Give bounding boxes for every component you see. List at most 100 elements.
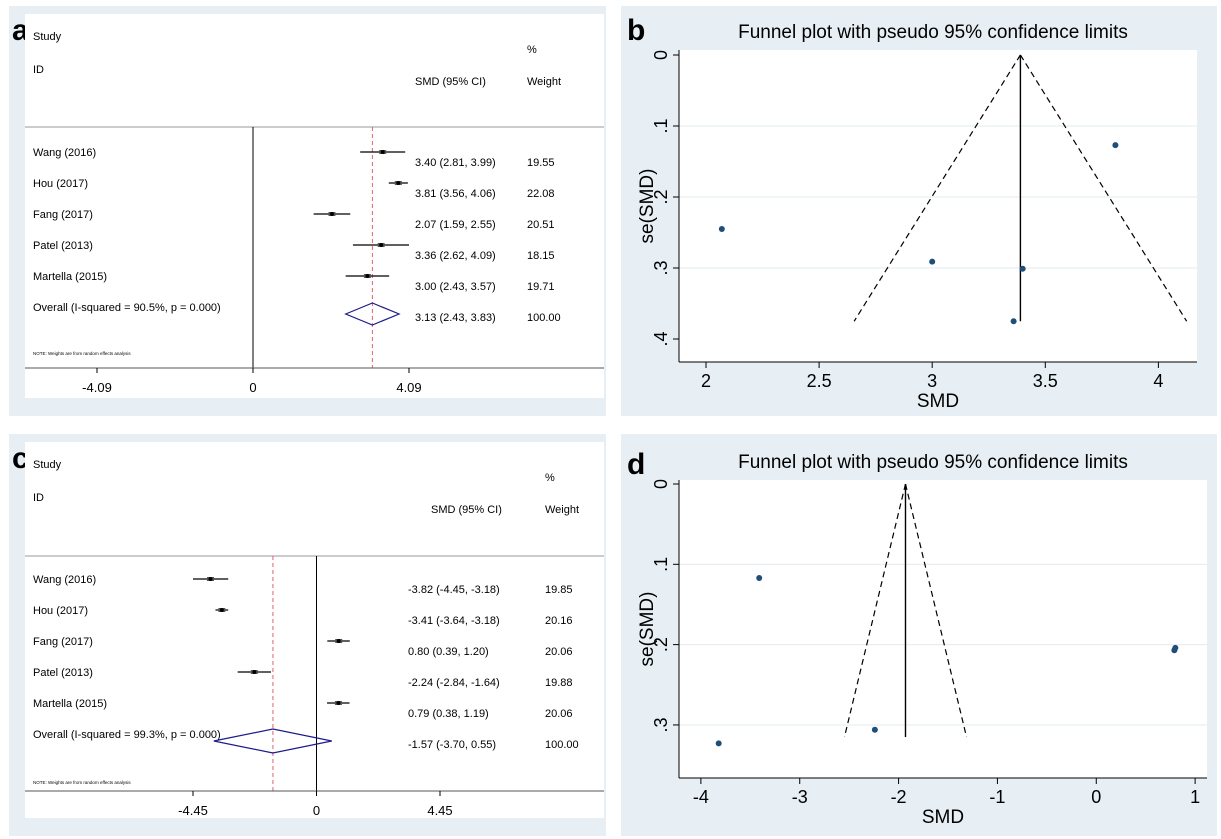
study-point [336, 639, 341, 643]
study-id: Fang (2017) [33, 209, 93, 221]
study-id: Fang (2017) [33, 636, 93, 648]
study-ci-text: 3.00 (2.43, 3.57) [415, 281, 496, 293]
x-tick-label: 3.5 [1033, 371, 1058, 391]
x-tick-label: 4.09 [396, 380, 421, 395]
study-point [1112, 142, 1119, 149]
upper-confidence-limit [1019, 54, 1188, 322]
header-study: Study [33, 459, 62, 471]
study-id: Wang (2016) [33, 574, 96, 586]
x-tick-label: -4.09 [82, 380, 112, 395]
panel-d: d Funnel plot with pseudo 95% confidence… [621, 434, 1217, 836]
x-tick-label: -4.45 [178, 803, 208, 818]
panel-label-b: b [627, 14, 646, 47]
overall-diamond [213, 728, 332, 754]
forest-plot-c: Study ID SMD (95% CI)% Weight Wang (2016) -3.… [25, 442, 604, 818]
y-axis-label: se(SMD) [637, 592, 658, 667]
study-id: Hou (2017) [33, 605, 88, 617]
study-weight: 20.06 [545, 646, 573, 658]
study-ci-text: 2.07 (1.59, 2.55) [415, 219, 496, 231]
x-tick-label: 2 [701, 371, 711, 391]
study-point [208, 577, 213, 581]
x-tick-label: 0 [313, 803, 320, 818]
plot-area [679, 480, 1207, 778]
study-id: Patel (2013) [33, 240, 93, 252]
overall-diamond [344, 302, 401, 326]
forest-note: NOTE: Weights are from random effects an… [33, 780, 131, 785]
plot-area [679, 50, 1197, 362]
study-id: Patel (2013) [33, 667, 93, 679]
study-weight: 22.08 [527, 188, 555, 200]
study-id: Wang (2016) [33, 147, 96, 159]
x-tick-label: 2.5 [807, 371, 832, 391]
x-tick-label: 0 [1091, 787, 1101, 807]
study-point [1171, 647, 1178, 654]
y-tick-label: .1 [651, 557, 671, 572]
header-percent: % [527, 44, 537, 56]
study-id: Martella (2015) [33, 698, 107, 710]
plot-area [25, 14, 604, 398]
study-weight: 20.16 [545, 615, 573, 627]
header-weight: Weight [527, 76, 561, 88]
lower-confidence-limit [843, 483, 907, 738]
x-tick-label: -2 [891, 787, 907, 807]
overall-ci-text: 3.13 (2.43, 3.83) [415, 312, 496, 324]
y-tick-label: .1 [651, 118, 671, 133]
forest-note: NOTE: Weights are from random effects an… [33, 351, 131, 356]
y-tick-label: .3 [651, 260, 671, 275]
chart-title: Funnel plot with pseudo 95% confidence l… [738, 22, 1128, 43]
y-tick-label: 0 [651, 50, 671, 60]
study-point [718, 225, 725, 232]
lower-confidence-limit [853, 54, 1021, 322]
x-tick-label: -1 [989, 787, 1005, 807]
header-study: Study [33, 31, 62, 43]
study-weight: 20.51 [527, 219, 555, 231]
study-point [252, 670, 257, 674]
y-tick-label: .2 [651, 637, 671, 652]
panel-label-d: d [627, 448, 646, 481]
x-tick-label: -3 [792, 787, 808, 807]
study-id: Hou (2017) [33, 178, 88, 190]
study-point [1019, 265, 1026, 272]
overall-weight: 100.00 [527, 312, 561, 324]
panel-label-a: a [12, 14, 29, 47]
study-weight: 19.71 [527, 281, 555, 293]
study-point [756, 574, 763, 581]
study-point [715, 740, 722, 747]
panel-c: c Study ID SMD (95% CI)% Weight Wang (2016) -… [9, 434, 606, 836]
x-axis-label: SMD [917, 391, 959, 412]
study-point [365, 274, 370, 278]
x-tick-label: -4 [693, 787, 709, 807]
study-ci-text: 0.79 (0.38, 1.19) [408, 708, 489, 720]
study-point [396, 181, 401, 185]
x-tick-label: 0 [249, 380, 256, 395]
panel-label-c: c [12, 442, 29, 475]
overall-ci-text: -1.57 (-3.70, 0.55) [408, 739, 496, 751]
y-tick-label: 0 [651, 479, 671, 489]
y-tick-label: .3 [651, 717, 671, 732]
x-tick-label: 1 [1190, 787, 1200, 807]
study-weight: 19.55 [527, 157, 555, 169]
study-point [1010, 318, 1017, 325]
chart-title: Funnel plot with pseudo 95% confidence l… [738, 452, 1128, 473]
study-ci-text: 0.80 (0.39, 1.20) [408, 646, 489, 658]
study-point [329, 212, 334, 216]
study-weight: 19.88 [545, 677, 573, 689]
header-smd: SMD (95% CI) [431, 504, 502, 516]
panel-b: b Funnel plot with pseudo 95% confidence… [621, 6, 1217, 416]
overall-label: Overall (I-squared = 90.5%, p = 0.000) [33, 302, 221, 314]
forest-plot-a: Study ID SMD (95% CI)% Weight Wang (2016) 3.4… [25, 14, 604, 398]
x-tick-label: 3 [927, 371, 937, 391]
funnel-plot-d: Funnel plot with pseudo 95% confidence l… [637, 452, 1207, 828]
study-ci-text: 3.36 (2.62, 4.09) [415, 250, 496, 262]
study-point [336, 701, 341, 705]
study-ci-text: -3.41 (-3.64, -3.18) [408, 615, 500, 627]
study-point [219, 608, 224, 612]
study-point [380, 150, 385, 154]
study-point [871, 726, 878, 733]
funnel-plot-b: Funnel plot with pseudo 95% confidence l… [637, 22, 1197, 412]
overall-weight: 100.00 [545, 739, 579, 751]
header-smd: SMD (95% CI) [415, 76, 486, 88]
y-axis-label: se(SMD) [637, 169, 658, 244]
panel-a: a Study ID SMD (95% CI)% Weight Wang (2016) 3… [9, 6, 606, 416]
study-ci-text: 3.40 (2.81, 3.99) [415, 157, 496, 169]
